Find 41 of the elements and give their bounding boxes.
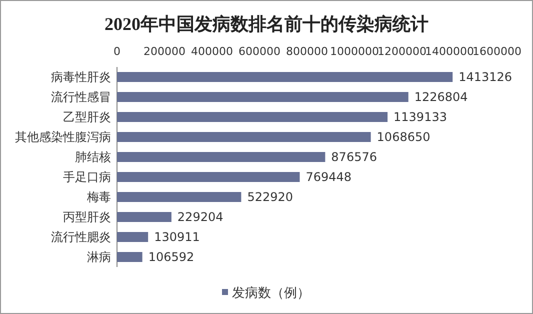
- legend-label: 发病数（例）: [232, 286, 310, 301]
- bar: [117, 112, 388, 122]
- bar: [117, 132, 371, 142]
- x-tick-label: 600000: [238, 45, 280, 58]
- x-tick-label: 1000000: [330, 45, 379, 58]
- x-tick-label: 1200000: [378, 45, 426, 58]
- data-label: 522920: [247, 190, 294, 204]
- data-label: 130911: [154, 230, 200, 244]
- data-label: 106592: [148, 250, 194, 264]
- y-tick-label: 病毒性肝炎: [51, 70, 111, 84]
- data-label: 876576: [331, 150, 377, 164]
- data-label: 1139133: [394, 110, 447, 124]
- bar: [117, 232, 148, 242]
- bar: [117, 192, 242, 202]
- chart-title: 2020年中国发病数排名前十的传染病统计: [104, 14, 428, 34]
- bar: [117, 92, 408, 102]
- y-tick-label: 流行性感冒: [51, 90, 111, 104]
- y-tick-label: 淋病: [87, 250, 111, 264]
- x-tick-label: 1600000: [472, 45, 522, 58]
- y-tick-label: 乙型肝炎: [63, 110, 111, 124]
- x-tick-label: 0: [114, 45, 120, 58]
- bar: [117, 252, 142, 262]
- y-tick-label: 梅毒: [86, 190, 111, 204]
- x-tick-label: 800000: [286, 45, 328, 58]
- x-tick-label: 400000: [191, 45, 233, 58]
- bar: [117, 152, 326, 162]
- data-label: 229204: [177, 210, 224, 224]
- data-label: 1068650: [376, 130, 430, 144]
- y-tick-label: 肺结核: [75, 150, 111, 164]
- x-tick-label: 1400000: [425, 45, 474, 58]
- data-label: 1413126: [458, 70, 512, 84]
- bar: [117, 172, 300, 182]
- y-tick-label: 手足口病: [63, 170, 111, 184]
- bar: [117, 212, 172, 222]
- y-tick-label: 其他感染性腹泻病: [15, 130, 111, 144]
- y-tick-label: 流行性腮炎: [51, 230, 111, 244]
- x-tick-label: 200000: [144, 45, 186, 58]
- bar: [117, 72, 453, 82]
- y-tick-label: 丙型肝炎: [63, 210, 111, 224]
- data-label: 1226804: [414, 90, 468, 104]
- data-label: 769448: [306, 170, 352, 184]
